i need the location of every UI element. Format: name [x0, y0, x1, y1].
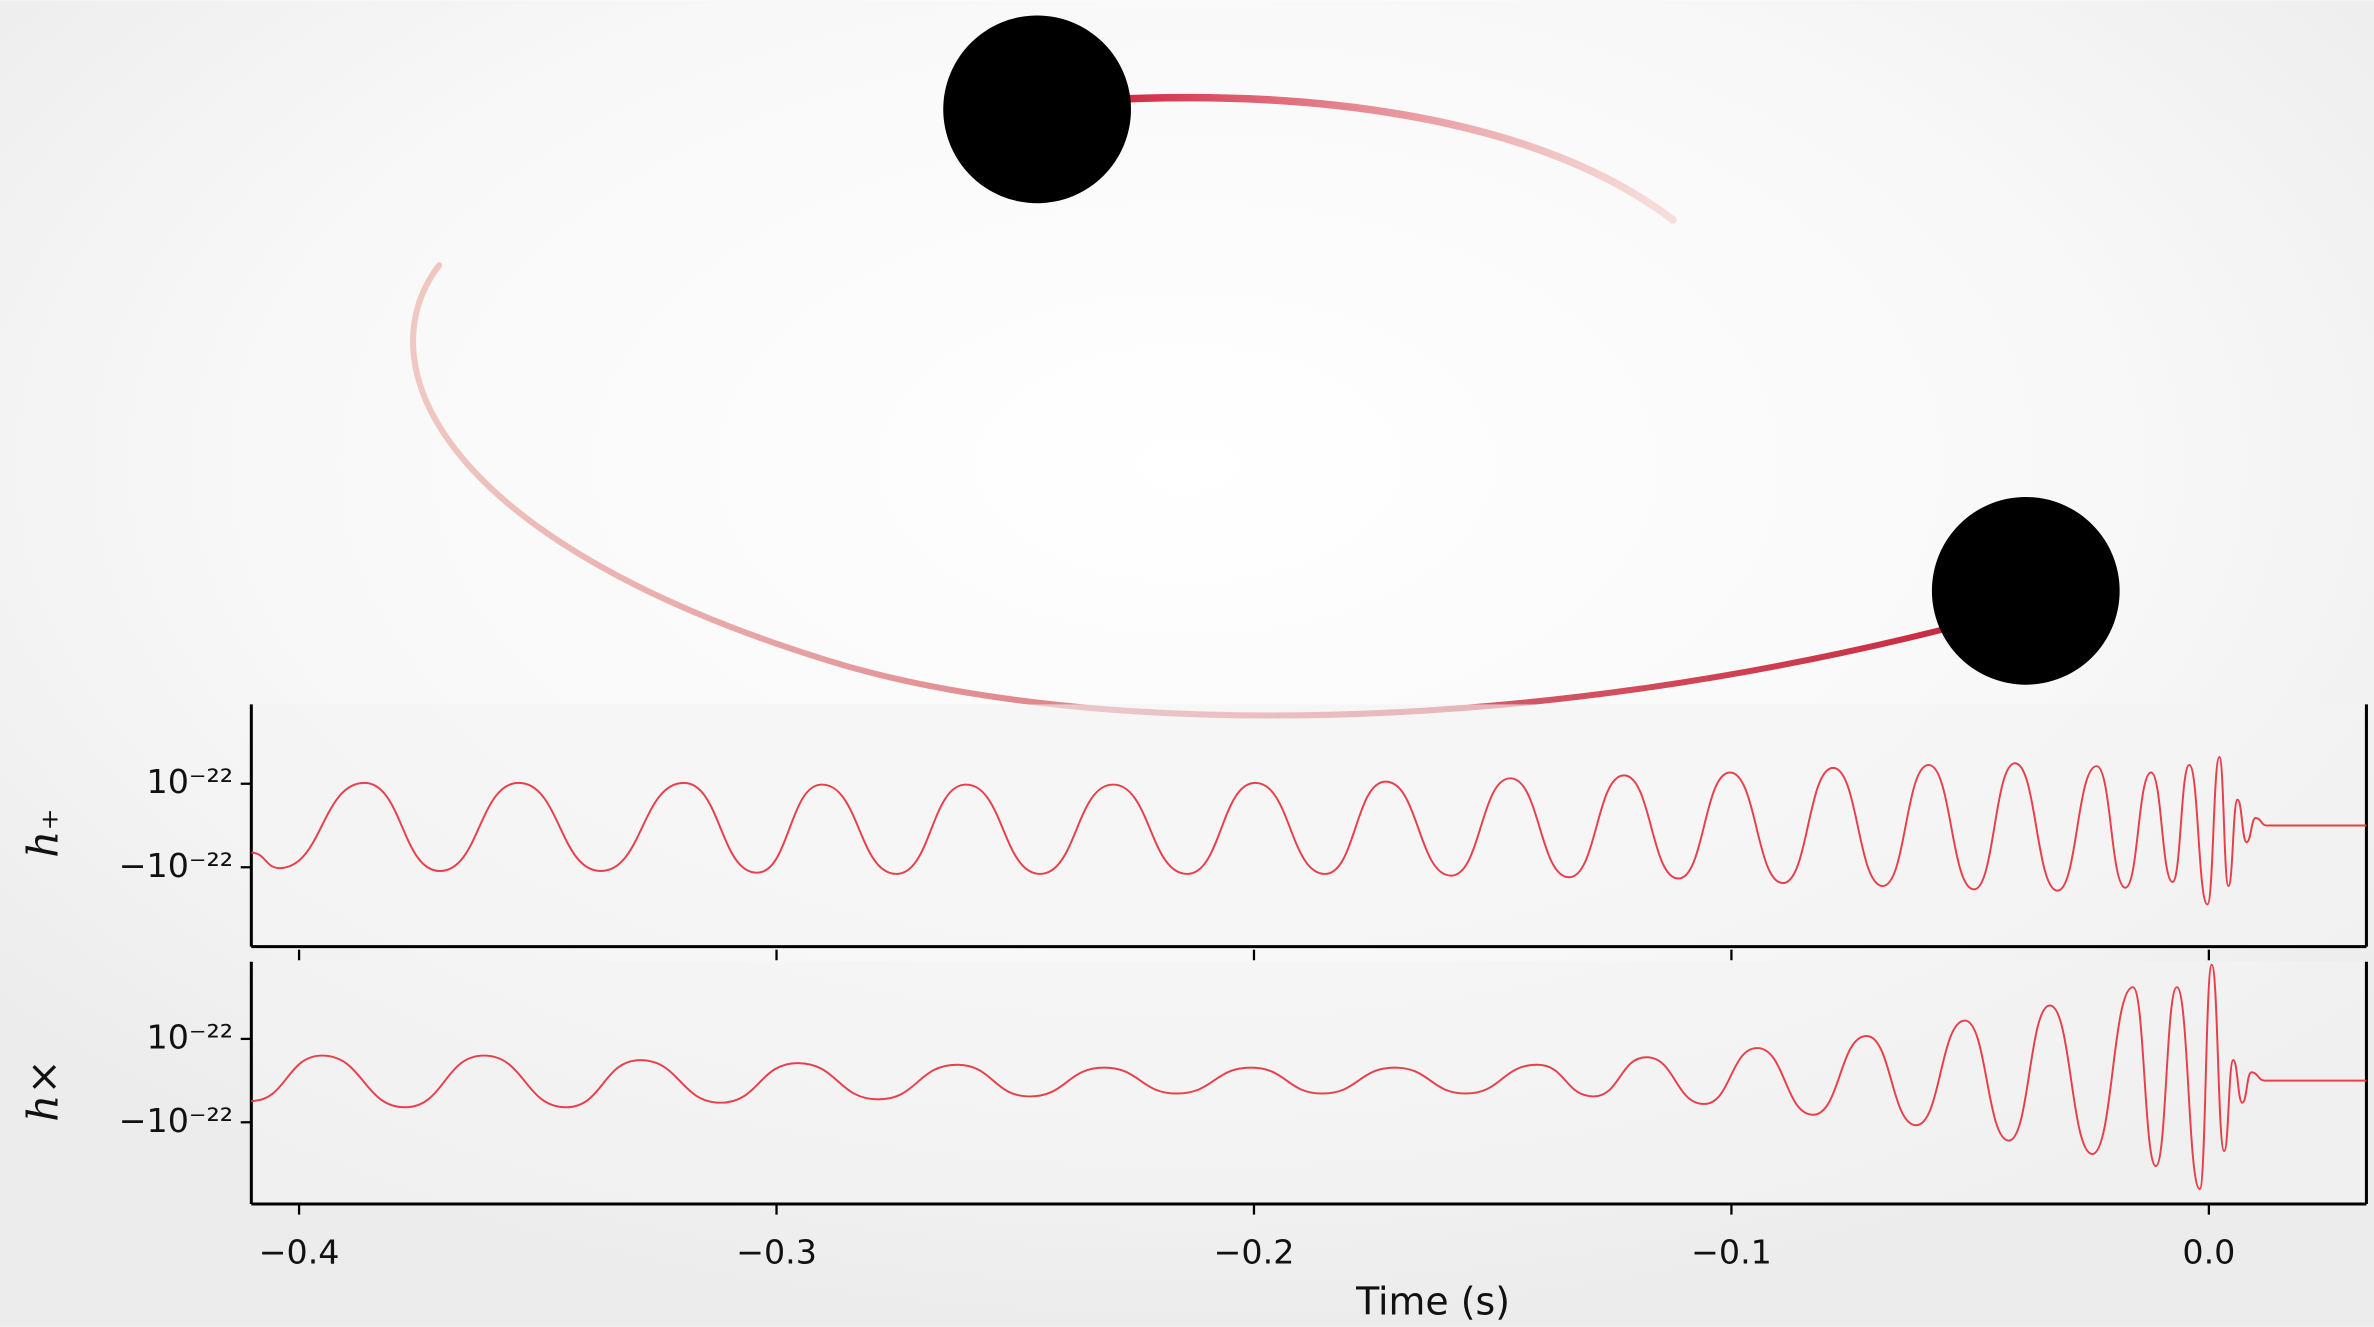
y-tick-label: 10⁻²²: [147, 762, 234, 801]
orbit-illustration: [410, 15, 2120, 719]
plot-area: [251, 704, 2367, 947]
x-tick-label: −0.2: [1214, 1232, 1295, 1271]
x-tick-label: −0.1: [1691, 1232, 1772, 1271]
plot-area: [251, 961, 2367, 1205]
black-hole: [1931, 496, 2120, 685]
orbit-trail: [1124, 93, 1677, 224]
x-tick-label: −0.3: [736, 1232, 817, 1271]
black-hole: [943, 15, 1131, 204]
waveform: [251, 756, 2367, 906]
x-tick-label: 0.0: [2182, 1232, 2235, 1271]
y-axis-label: h×: [19, 1059, 68, 1122]
waveform: [251, 963, 2367, 1190]
orbit-trail: [410, 262, 1979, 719]
y-tick-label: 10⁻²²: [147, 1017, 234, 1056]
y-tick-label: −10⁻²²: [119, 1101, 234, 1140]
y-tick-label: −10⁻²²: [119, 846, 234, 885]
y-axis-label: h₊: [19, 808, 68, 858]
x-axis-label: Time (s): [1355, 1280, 1510, 1324]
x-tick-label: −0.4: [259, 1232, 340, 1271]
